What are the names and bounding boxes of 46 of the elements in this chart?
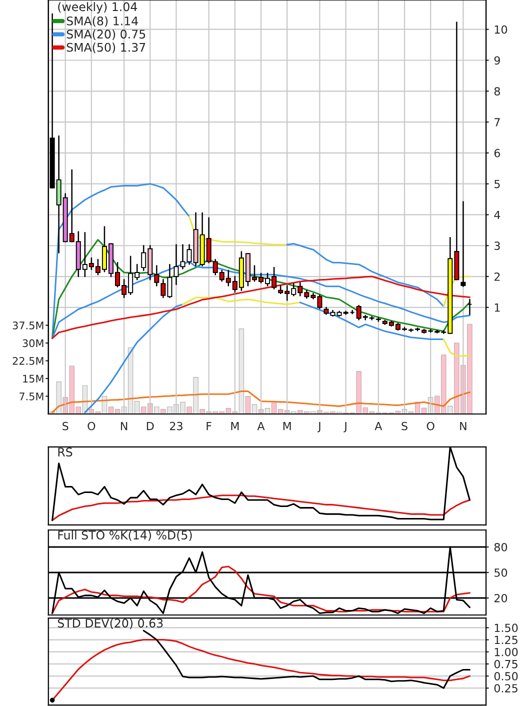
chart-title: RS xyxy=(58,448,72,456)
y-tick-label: 2 xyxy=(494,272,500,281)
y-tick-label: 0.75 xyxy=(494,660,518,668)
chart-title: Full STO %K(14) %D(5) xyxy=(58,530,192,541)
chart-title: (weekly) 1.04 xyxy=(58,2,138,14)
y-tick-label: 6 xyxy=(494,148,500,158)
x-tick-label: J xyxy=(344,422,346,432)
y2-tick-label: 7.5M xyxy=(20,392,44,400)
x-tick-label: J xyxy=(317,422,320,432)
legend-label: SMA(20) 0.75 xyxy=(66,29,146,40)
y2-tick-label: 15M xyxy=(23,374,44,383)
y-tick-label: 4 xyxy=(494,210,500,219)
x-tick-label: N xyxy=(120,422,128,430)
y-tick-label: 8 xyxy=(494,87,500,96)
x-tick-label: M xyxy=(283,422,291,430)
x-tick-label: A xyxy=(374,422,382,430)
y-tick-label: 0.50 xyxy=(494,672,518,680)
legend-label: SMA(8) 1.14 xyxy=(66,16,138,27)
y-tick-label: 20 xyxy=(494,594,508,602)
x-tick-label: 23 xyxy=(170,422,182,430)
y-tick-label: 1.00 xyxy=(494,648,518,656)
x-tick-label: A xyxy=(257,422,265,430)
y-tick-label: 50 xyxy=(494,568,508,577)
y-tick-label: 1 xyxy=(494,304,500,312)
x-tick-label: S xyxy=(62,422,68,430)
chart-title: STD DEV(20) 0.63 xyxy=(58,618,163,629)
y-tick-label: 5 xyxy=(494,180,500,188)
y-tick-label: 80 xyxy=(494,542,508,552)
x-tick-label: O xyxy=(88,422,96,430)
y-tick-label: 7 xyxy=(494,118,500,126)
y-tick-label: 0.25 xyxy=(494,684,518,692)
y2-tick-label: 22.5M xyxy=(12,356,44,365)
y-tick-label: 9 xyxy=(494,56,500,65)
x-tick-label: S xyxy=(402,422,408,430)
y2-tick-label: 37.5M xyxy=(12,322,44,330)
x-tick-label: F xyxy=(206,422,212,430)
y-tick-label: 10 xyxy=(494,25,508,34)
y-tick-label: 3 xyxy=(494,242,500,250)
y-tick-label: 1.25 xyxy=(494,636,518,644)
x-tick-label: D xyxy=(146,422,154,430)
y-tick-label: 1.50 xyxy=(494,624,518,632)
x-tick-label: O xyxy=(426,422,434,430)
x-tick-label: M xyxy=(231,422,239,430)
y2-tick-label: 30M xyxy=(22,339,44,348)
legend-label: SMA(50) 1.37 xyxy=(66,42,146,54)
x-tick-label: N xyxy=(460,422,466,430)
